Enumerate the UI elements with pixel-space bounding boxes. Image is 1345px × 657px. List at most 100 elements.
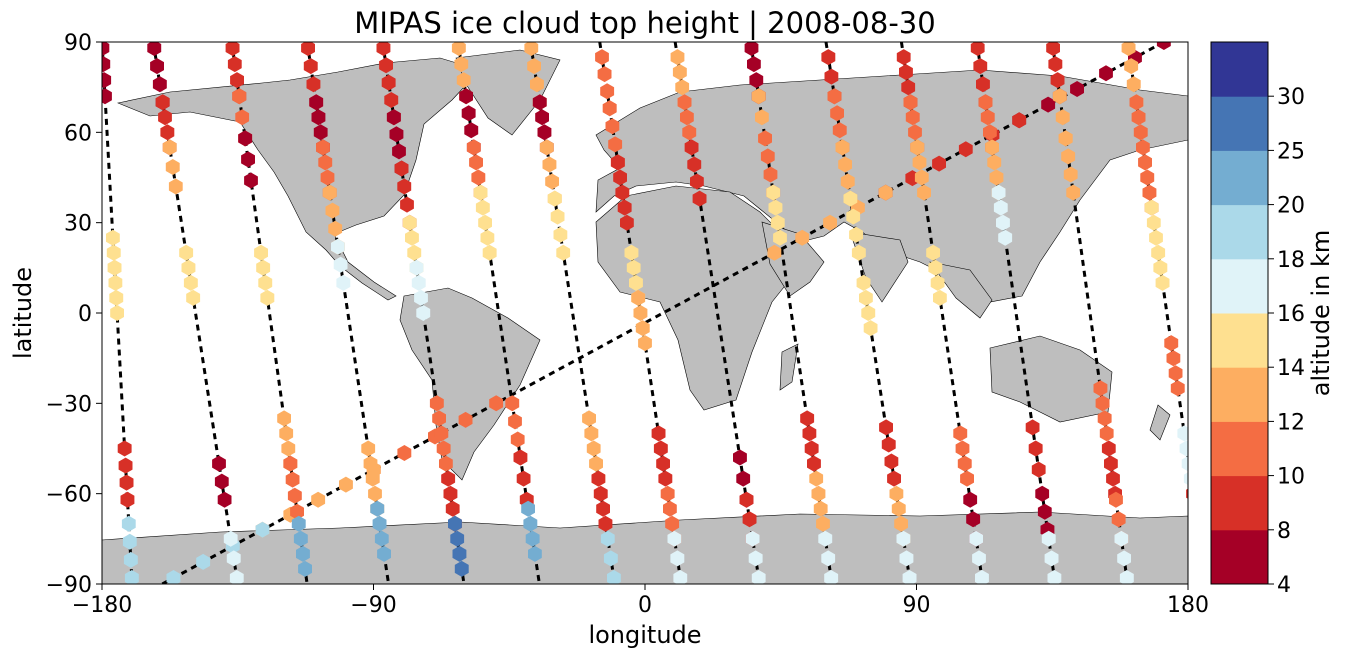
cloud-marker	[232, 88, 247, 105]
cloud-marker	[186, 289, 201, 306]
cloud-marker	[333, 256, 348, 273]
colorbar-tick-label: 25	[1277, 139, 1305, 164]
cloud-marker	[316, 139, 330, 156]
cloud-marker	[122, 533, 137, 550]
cloud-marker	[1153, 259, 1168, 276]
cloud-marker	[667, 530, 682, 547]
cloud-marker	[736, 470, 751, 487]
cloud-marker	[1104, 455, 1118, 472]
cloud-marker	[955, 440, 970, 457]
colorbar-label: altitude in km	[1307, 230, 1335, 397]
colorbar-tick-label: 4	[1277, 573, 1291, 598]
cloud-marker	[1136, 139, 1150, 156]
cloud-marker	[809, 470, 824, 487]
cloud-marker	[1156, 42, 1171, 50]
cloud-marker	[1047, 570, 1062, 584]
cloud-marker	[287, 487, 302, 504]
cloud-marker	[376, 42, 391, 56]
cloud-marker	[405, 229, 419, 246]
cloud-marker	[1138, 154, 1152, 171]
cloud-marker	[537, 124, 552, 141]
cloud-marker	[414, 289, 428, 306]
cloud-marker	[279, 425, 294, 442]
cloud-marker	[535, 109, 549, 126]
cloud-marker	[958, 141, 973, 158]
cloud-marker	[436, 440, 451, 457]
colorbar: 4 8 10 12 14 16 18 20 25 30	[1210, 41, 1305, 598]
cloud-marker	[1095, 395, 1110, 412]
colorbar-bin	[1211, 529, 1268, 585]
cloud-marker	[770, 214, 785, 231]
cloud-marker	[1198, 570, 1212, 586]
cloud-marker	[1183, 472, 1188, 485]
cloud-marker	[1055, 109, 1070, 126]
cloud-marker	[108, 274, 123, 291]
cloud-marker	[620, 214, 634, 231]
southeast-asia-landmass	[929, 261, 993, 319]
cloud-marker	[747, 56, 761, 73]
cloud-marker	[255, 521, 270, 538]
cloud-marker	[651, 425, 666, 442]
cloud-marker	[381, 74, 396, 91]
cloud-marker	[884, 453, 899, 470]
cloud-marker	[1046, 42, 1060, 56]
cloud-marker	[532, 94, 547, 111]
cloud-marker	[1117, 550, 1131, 567]
cloud-marker	[1133, 124, 1148, 141]
colorbar-tick-label: 12	[1277, 410, 1305, 435]
cloud-marker	[1111, 511, 1126, 528]
cloud-marker	[626, 259, 641, 276]
cloud-marker	[795, 229, 810, 246]
colorbar-bin	[1211, 258, 1268, 314]
cloud-marker	[773, 229, 787, 246]
cloud-marker	[744, 42, 759, 56]
cloud-marker	[296, 545, 310, 562]
cloud-marker	[283, 455, 298, 472]
cloud-marker	[394, 160, 409, 177]
south-america-landmass	[399, 287, 541, 481]
cloud-marker	[978, 94, 993, 111]
cloud-marker	[160, 124, 175, 141]
cloud-marker	[466, 139, 481, 156]
cloud-marker	[966, 511, 981, 528]
cloud-marker	[635, 320, 650, 337]
cloud-marker	[827, 88, 842, 105]
cloud-marker	[443, 485, 458, 502]
cloud-marker	[745, 530, 760, 547]
cloud-marker	[508, 413, 522, 430]
cloud-marker	[525, 530, 540, 547]
colorbar-bin	[1211, 421, 1268, 477]
cloud-marker	[742, 511, 757, 528]
cloud-marker	[155, 94, 170, 111]
africa-landmass	[595, 185, 805, 411]
cloud-marker	[813, 500, 828, 517]
cloud-marker	[370, 500, 385, 517]
cloud-marker	[1189, 504, 1203, 520]
cloud-marker	[217, 491, 232, 508]
y-tick-label: 0	[78, 302, 92, 327]
x-axis: −180 −90 0 90 180	[72, 584, 1209, 618]
colorbar-bin	[1211, 96, 1268, 151]
madagascar-landmass	[779, 343, 799, 391]
cloud-marker	[1028, 440, 1043, 457]
cloud-marker	[123, 551, 138, 568]
cloud-marker	[241, 151, 255, 168]
cloud-marker	[1146, 214, 1161, 231]
cloud-marker	[225, 42, 240, 56]
cloud-marker	[106, 244, 121, 261]
cloud-marker	[692, 190, 707, 207]
cloud-marker	[617, 199, 632, 216]
cloud-marker	[392, 143, 406, 160]
chart-title: MIPAS ice cloud top height | 2008-08-30	[354, 6, 935, 40]
y-tick-label: −30	[46, 392, 92, 417]
cloud-marker	[807, 455, 821, 472]
cloud-marker	[432, 410, 446, 427]
x-tick-label: 0	[638, 593, 652, 618]
cloud-marker	[682, 124, 697, 141]
cloud-marker	[1070, 81, 1084, 97]
cloud-marker	[162, 139, 177, 156]
cloud-marker	[331, 238, 345, 255]
cloud-marker	[238, 130, 253, 147]
cloud-marker	[384, 92, 399, 108]
